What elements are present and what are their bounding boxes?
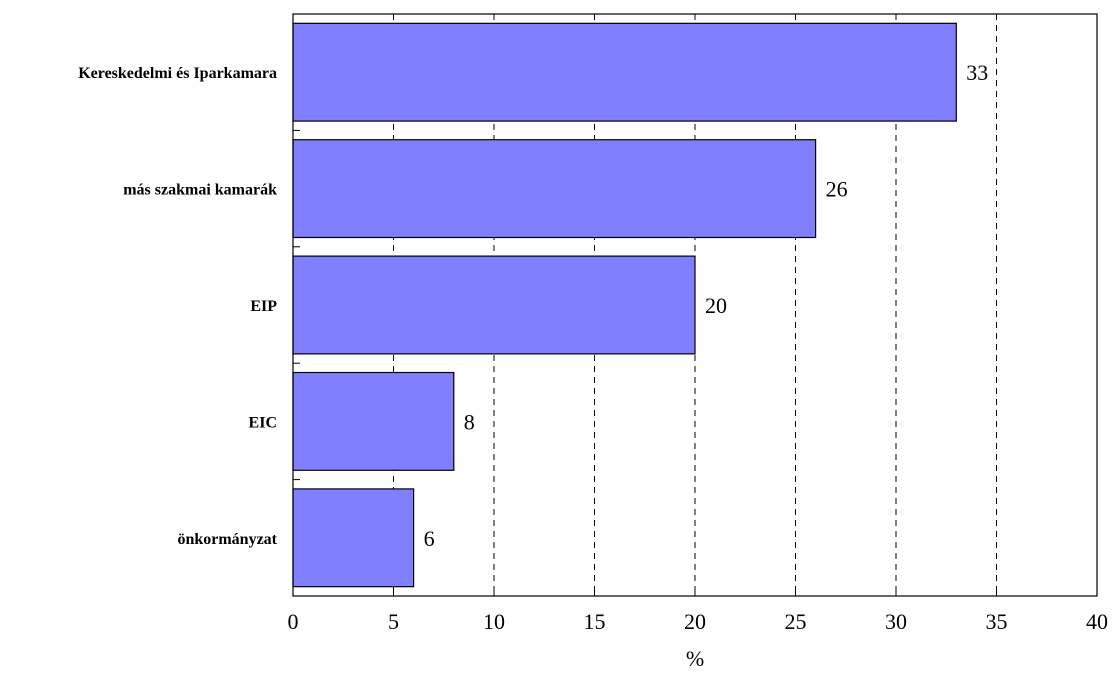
labels: 0 5 10 15 20 25 30 35 40 Kereskedelmi és Iparkama…: [78, 60, 1108, 634]
data-label: 33: [966, 60, 988, 85]
category-label: önkormányzat: [177, 531, 277, 548]
x-axis-title: %: [686, 646, 704, 671]
x-tick-label: 0: [288, 609, 299, 634]
data-label: 8: [464, 409, 475, 434]
bars: [292, 22, 957, 588]
x-tick-label: 30: [885, 609, 907, 634]
x-tick-label: 15: [584, 609, 606, 634]
category-label: EIP: [250, 298, 277, 315]
x-tick-label: 10: [483, 609, 505, 634]
data-label: 20: [705, 293, 727, 318]
data-label: 26: [826, 177, 848, 202]
x-tick-label: 40: [1086, 609, 1108, 634]
category-label: más szakmai kamarák: [123, 182, 277, 199]
bar: [292, 139, 817, 239]
bar: [292, 488, 415, 588]
x-tick-label: 5: [388, 609, 399, 634]
x-tick-label: 25: [785, 609, 807, 634]
bar: [292, 371, 455, 471]
x-tick-label: 20: [684, 609, 706, 634]
tick-marks: [292, 13, 1098, 596]
bar: [292, 22, 957, 122]
bar: [292, 255, 696, 355]
data-label: 6: [424, 526, 435, 551]
x-tick-label: 35: [986, 609, 1008, 634]
category-label: EIC: [249, 414, 277, 431]
category-label: Kereskedelmi és Iparkamara: [78, 65, 277, 82]
